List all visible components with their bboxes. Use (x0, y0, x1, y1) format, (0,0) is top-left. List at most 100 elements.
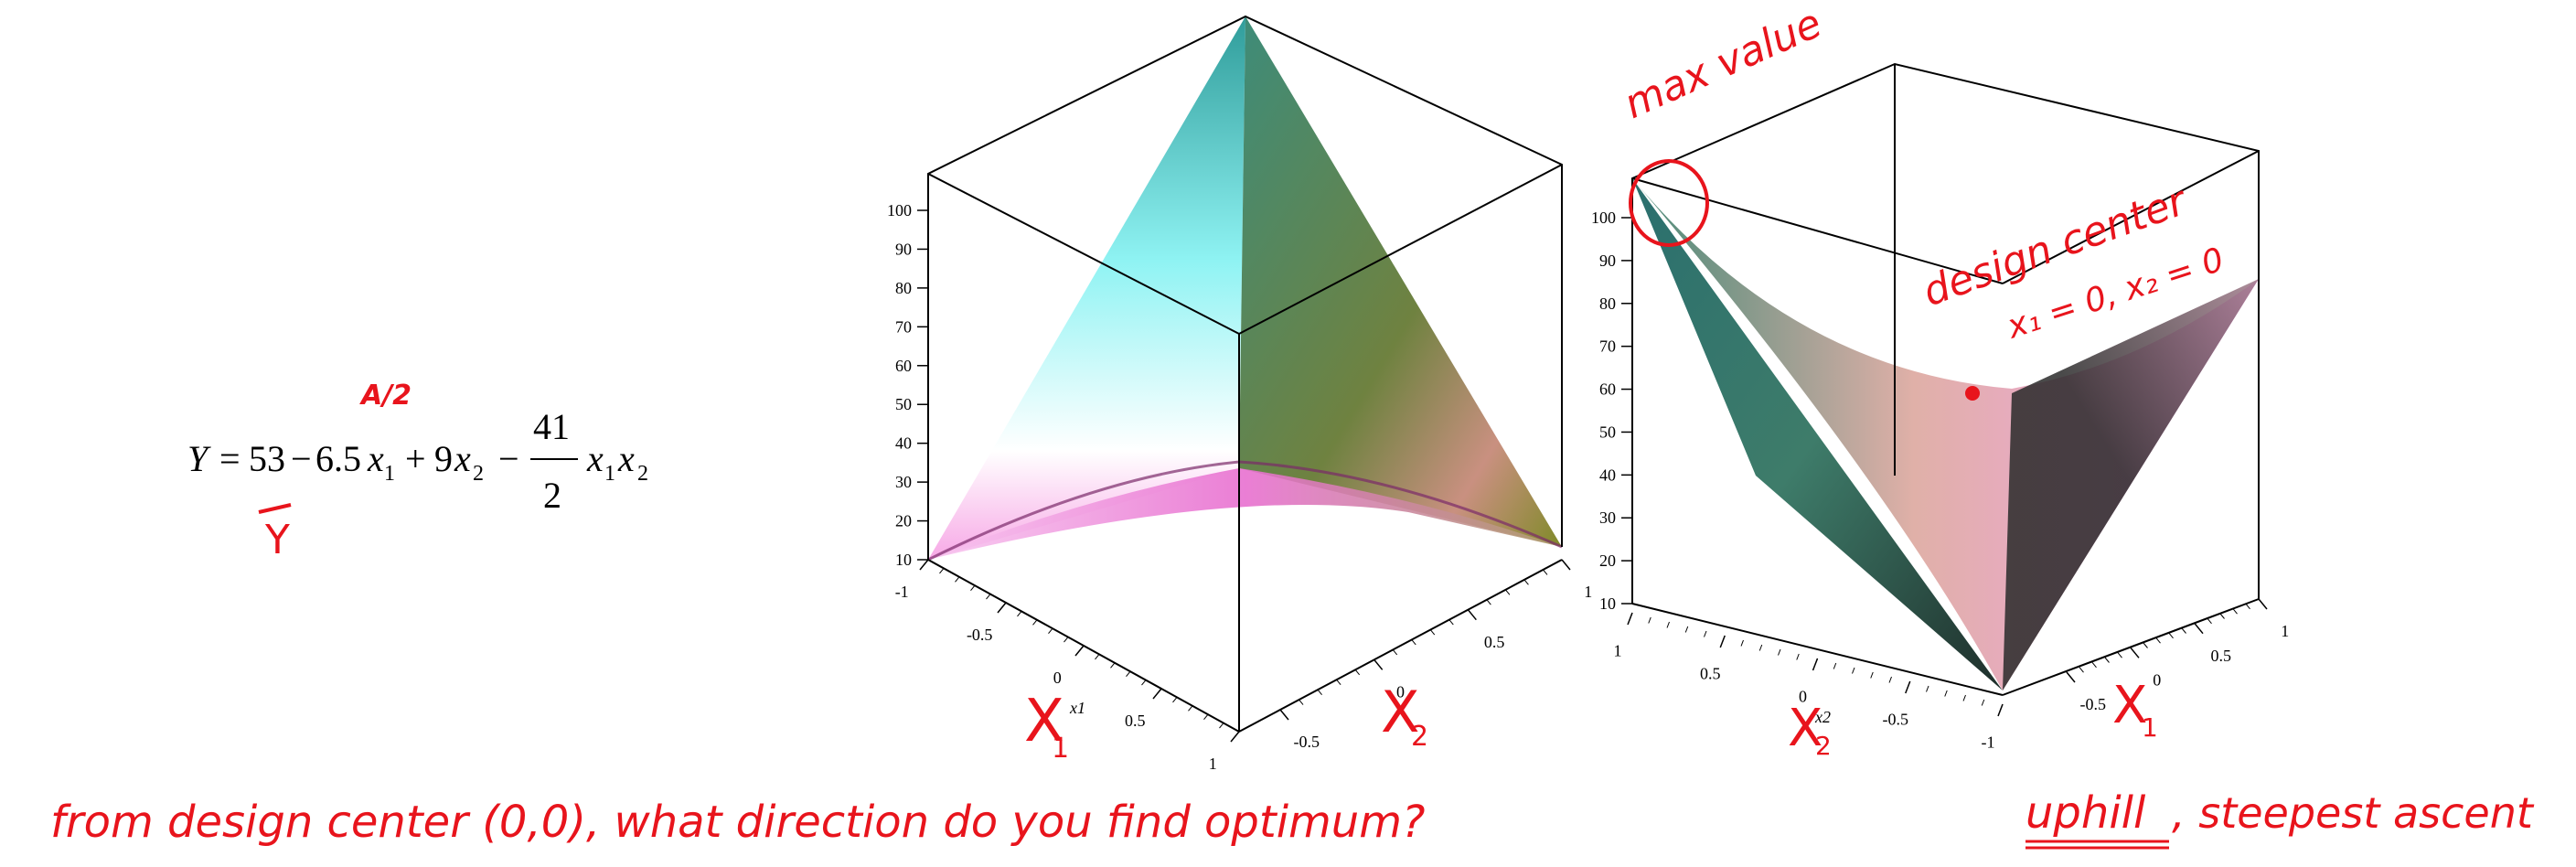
tick-label: -1 (1982, 733, 1995, 752)
minor-tick (2104, 657, 2110, 663)
answer-uphill: uphill (2026, 787, 2146, 839)
minor-tick (1017, 611, 1022, 617)
right-surface-face-c (2003, 279, 2259, 690)
minor-tick (1064, 637, 1069, 643)
z-tick-label: 70 (895, 317, 912, 336)
z-tick-label: 40 (1599, 466, 1616, 484)
minor-tick (1704, 630, 1707, 637)
minor-tick (2079, 667, 2084, 673)
tick-label: 0.5 (1700, 665, 1721, 683)
minor-tick (1188, 705, 1193, 712)
tick-label: -0.5 (1294, 733, 1320, 751)
z-tick-label: 90 (895, 240, 912, 258)
tick-label: 0.5 (1125, 712, 1146, 730)
z-tick-label: 50 (895, 395, 912, 413)
z-tick-label: 60 (1599, 380, 1616, 399)
right-x1-handwritten-sub: 1 (2142, 712, 2158, 743)
right-surface-face-b (1632, 178, 2259, 690)
right-bounding-box (1631, 62, 2260, 696)
minor-tick (2155, 637, 2161, 644)
tick-label: 0 (1799, 688, 1807, 706)
minor-tick (1561, 559, 1566, 565)
minor-tick (1141, 680, 1147, 686)
tick-label: 1 (1584, 583, 1592, 601)
minor-tick (2000, 703, 2004, 711)
minor-tick (1392, 649, 1398, 656)
tick-label: -1 (895, 583, 909, 601)
left-x2-handwritten-sub: 2 (1411, 721, 1428, 753)
eq-ix1: x (586, 438, 604, 479)
equation: Y = 53 − 6.5 x 1 + 9 x 2 − 41 2 x 1 x 2 (187, 406, 648, 516)
minor-tick (2219, 613, 2225, 619)
left-x1-axis-label: x1 (1069, 699, 1085, 717)
z-tick-label: 50 (1599, 423, 1616, 441)
minor-tick (1814, 658, 1818, 665)
eq-coef-2: 9 (434, 438, 453, 479)
left-surface-saddle (928, 468, 1562, 560)
minor-tick (1374, 659, 1379, 666)
tick-label: 0 (1396, 683, 1405, 701)
z-tick-label: 100 (887, 201, 912, 219)
minor-tick (1279, 709, 1285, 715)
minor-tick (1219, 722, 1224, 729)
minor-tick (2130, 648, 2135, 654)
minor-tick (1796, 653, 1800, 660)
tick-label: -0.5 (2080, 695, 2107, 713)
right-x2-axis: 1 0.5 0 -0.5 -1 (1614, 612, 2004, 752)
minor-tick (2232, 608, 2238, 615)
eq-equals: = (219, 438, 240, 479)
z-tick-label: 70 (1599, 337, 1616, 356)
right-x2-handwritten: X (1788, 699, 1822, 758)
z-tick-label: 80 (895, 279, 912, 297)
tick-label: 1 (2281, 622, 2289, 640)
minor-tick (1126, 670, 1131, 678)
minor-tick (2181, 627, 2186, 634)
eq-minus-2: − (498, 438, 519, 479)
minor-tick (1467, 609, 1473, 615)
z-tick-label: 30 (1599, 508, 1616, 527)
left-surface-face-a (928, 16, 1245, 560)
right-surface-plot: 10 20 30 40 50 60 70 80 90 100 1 0.5 0 -0.5 -1 -0.5 0 0… (1591, 62, 2289, 752)
minor-tick (2207, 618, 2212, 625)
eq-ix2: x (617, 438, 635, 479)
minor-tick (1157, 688, 1162, 694)
eq-coef-1: 6.5 (315, 438, 361, 479)
minor-tick (1079, 645, 1085, 651)
design-center-point (1965, 386, 1980, 401)
minor-tick (1299, 699, 1304, 705)
minor-tick (1523, 579, 1529, 585)
minor-tick (1032, 619, 1038, 626)
minor-tick (1001, 602, 1007, 608)
minor-tick (1486, 599, 1491, 605)
minor-tick (1944, 690, 1948, 697)
minor-tick (1336, 679, 1341, 686)
minor-tick (1354, 669, 1361, 676)
tick-label: 0 (2153, 671, 2161, 690)
minor-tick (1048, 627, 1053, 635)
eq-x2-sub: 2 (473, 462, 484, 486)
eq-x2: x (454, 438, 471, 479)
minor-tick (1926, 685, 1929, 692)
right-x1-axis: -0.5 0 0.5 1 (2066, 598, 2289, 713)
right-z-axis: 10 20 30 40 50 60 70 80 90 100 (1591, 209, 1632, 613)
minor-tick (1981, 699, 1985, 706)
minor-tick (2245, 604, 2250, 610)
z-tick-label: 10 (1599, 594, 1616, 613)
minor-tick (2117, 652, 2122, 658)
minor-tick (1907, 680, 1911, 688)
z-tick-label: 10 (895, 551, 912, 569)
minor-tick (1203, 713, 1209, 721)
minor-tick (1740, 639, 1744, 647)
left-surface-face-b (1239, 16, 1562, 547)
tick-label: 0.5 (2211, 647, 2232, 665)
equation-annotations: A/2 Y (258, 380, 412, 563)
tick-label: 0.5 (1484, 633, 1505, 651)
z-tick-label: 100 (1591, 209, 1616, 227)
tick-label: -0.5 (1883, 711, 1909, 729)
ybar-label: Y (264, 517, 290, 563)
z-tick-label: 20 (1599, 551, 1616, 570)
minor-tick (986, 594, 991, 600)
minor-tick (2091, 662, 2097, 669)
eq-lhs: Y (187, 438, 211, 479)
